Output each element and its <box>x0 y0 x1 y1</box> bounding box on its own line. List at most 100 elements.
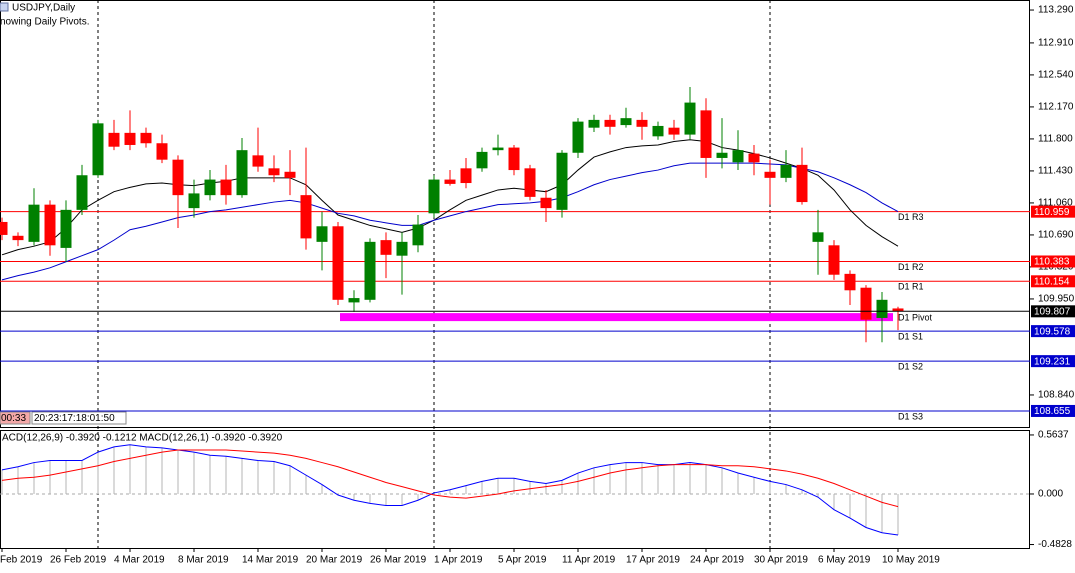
candle-body <box>204 179 216 196</box>
candle-body <box>348 298 360 303</box>
y-tick-label: 110.690 <box>1038 230 1074 241</box>
candle-body <box>524 168 536 197</box>
x-tick-label: 11 Apr 2019 <box>562 555 616 566</box>
pivot-level-label: D1 S2 <box>898 362 923 372</box>
candle-body <box>588 119 600 128</box>
macd-line <box>1 449 899 508</box>
x-tick-label: 6 May 2019 <box>818 555 871 566</box>
y-tick-label: 111.430 <box>1038 166 1073 177</box>
timer: 20:23:17:18:01:50 <box>34 413 115 424</box>
candle-body <box>812 232 824 242</box>
candle-body <box>44 204 56 246</box>
price-label: 109.231 <box>1034 356 1071 367</box>
x-tick-label: 17 Apr 2019 <box>626 555 680 566</box>
candle-body <box>188 193 200 209</box>
y-tick-label: 0.5637 <box>1038 430 1069 441</box>
pivot-level-label: D1 S3 <box>898 411 923 421</box>
candle-body <box>508 147 520 171</box>
candle-body <box>844 273 856 291</box>
x-tick-label: 14 Mar 2019 <box>242 555 299 566</box>
timer-box <box>31 411 127 425</box>
x-tick-label: 8 Mar 2019 <box>178 555 229 566</box>
candle-body <box>732 150 744 163</box>
candle-body <box>12 235 24 241</box>
candle-body <box>716 152 728 158</box>
x-tick-label: 10 May 2019 <box>882 555 940 566</box>
x-tick-label: 30 Apr 2019 <box>754 555 808 566</box>
candle-body <box>28 204 40 242</box>
price-label-box <box>1031 355 1075 368</box>
price-label-box <box>1031 325 1075 338</box>
x-tick-label: 4 Mar 2019 <box>114 555 165 566</box>
candle-body <box>92 123 104 176</box>
macd-line <box>1 444 899 536</box>
moving-average <box>1 162 899 281</box>
x-tick-label: 24 Apr 2019 <box>690 555 744 566</box>
pivot-label: D1 Pivot <box>898 312 933 322</box>
macd-panel-frame <box>0 430 1030 549</box>
price-label: 108.655 <box>1034 406 1071 417</box>
candle-body <box>620 118 632 126</box>
x-tick-label: 1 Apr 2019 <box>434 555 483 566</box>
candle-body <box>652 125 664 137</box>
y-tick-label: -0.4828 <box>1038 539 1072 550</box>
candle-body <box>876 299 888 318</box>
chart-subtitle: nowing Daily Pivots. <box>0 17 89 28</box>
candle-body <box>124 132 136 145</box>
x-tick-label: 20 Mar 2019 <box>306 555 363 566</box>
pivot-zone <box>340 313 893 322</box>
candle-body <box>364 241 376 300</box>
candle-body <box>140 132 152 144</box>
candle-body <box>0 221 8 235</box>
candle-body <box>316 226 328 242</box>
candle-body <box>156 143 168 160</box>
x-tick-label: Feb 2019 <box>0 555 43 566</box>
price-label-box <box>1031 205 1075 218</box>
price-label: 110.154 <box>1034 276 1070 287</box>
macd-title: ACD(12,26,9) -0.3920 -0.1212 MACD(12,26,… <box>2 433 283 444</box>
candle-body <box>172 159 184 196</box>
candle-body <box>444 179 456 184</box>
candle-body <box>60 209 72 248</box>
price-label: 110.383 <box>1034 257 1070 268</box>
candle-body <box>220 179 232 196</box>
candle-body <box>300 195 312 239</box>
candle-body <box>636 119 648 127</box>
y-tick-label: 113.290 <box>1038 5 1074 16</box>
candle-body <box>796 164 808 203</box>
candle-body <box>540 197 552 209</box>
pivot-level-label: D1 R3 <box>898 212 924 222</box>
candle-body <box>332 226 344 300</box>
candle-body <box>460 168 472 184</box>
price-panel-frame <box>0 0 1030 428</box>
candle-body <box>828 245 840 275</box>
price-label-box <box>1031 404 1075 417</box>
price-label: 109.807 <box>1034 306 1071 317</box>
y-tick-label: 0.000 <box>1038 489 1063 500</box>
x-tick-label: 26 Mar 2019 <box>370 555 427 566</box>
pivot-level-label: D1 R2 <box>898 262 924 272</box>
candle-body <box>236 150 248 196</box>
price-label: 109.578 <box>1034 326 1071 337</box>
y-tick-label: 112.910 <box>1038 38 1074 49</box>
candle-body <box>764 171 776 178</box>
price-label-box <box>1031 275 1075 288</box>
candle-body <box>476 151 488 169</box>
price-label: 110.959 <box>1034 207 1070 218</box>
y-tick-label: 112.170 <box>1038 102 1074 113</box>
price-label-box <box>1031 255 1075 268</box>
y-tick-label: 111.800 <box>1038 134 1073 145</box>
candle-body <box>556 152 568 210</box>
candle-body <box>380 240 392 255</box>
x-tick-label: 26 Feb 2019 <box>50 555 107 566</box>
candle-body <box>428 179 440 214</box>
pivot-level-label: D1 R1 <box>898 282 924 292</box>
plot-layer: 113.290 112.910 112.540 112.170 111.800 111.4… <box>0 5 1075 566</box>
candle-body <box>604 119 616 127</box>
timer: 00:33 <box>1 413 26 424</box>
candle-body <box>780 164 792 178</box>
price-label-box <box>1031 305 1075 318</box>
pivot-level-label: D1 S1 <box>898 331 923 341</box>
y-tick-label: 111.060 <box>1038 198 1073 209</box>
